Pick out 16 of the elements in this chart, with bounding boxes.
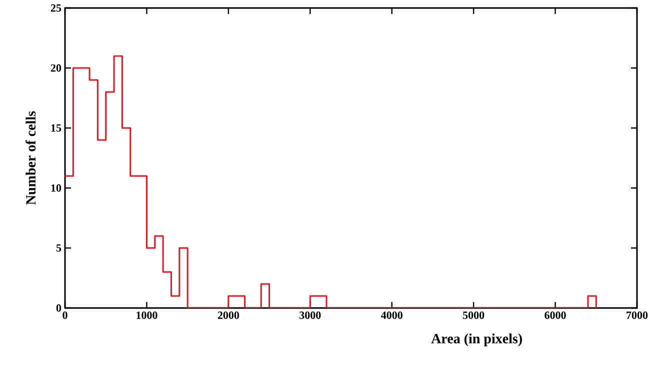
y-tick-label: 5 <box>56 244 62 252</box>
x-tick-label: 3000 <box>300 312 321 319</box>
y-tick-label: 0 <box>56 304 62 312</box>
y-axis-title: Number of cells <box>26 111 36 205</box>
x-tick-label: 2000 <box>218 312 240 319</box>
y-tick-label: 20 <box>50 64 62 72</box>
x-tick-label: 4000 <box>381 312 402 319</box>
x-tick-label: 6000 <box>544 312 566 319</box>
y-tick-label: 25 <box>50 4 62 12</box>
x-tick-label: 0 <box>62 312 68 319</box>
y-tick-label: 10 <box>51 184 62 192</box>
x-tick-label: 5000 <box>463 312 484 319</box>
y-tick-label: 15 <box>51 124 62 132</box>
x-tick-label: 7000 <box>626 312 648 319</box>
x-tick-label: 1000 <box>136 312 158 319</box>
x-axis-title: Area (in pixels) <box>431 334 522 346</box>
